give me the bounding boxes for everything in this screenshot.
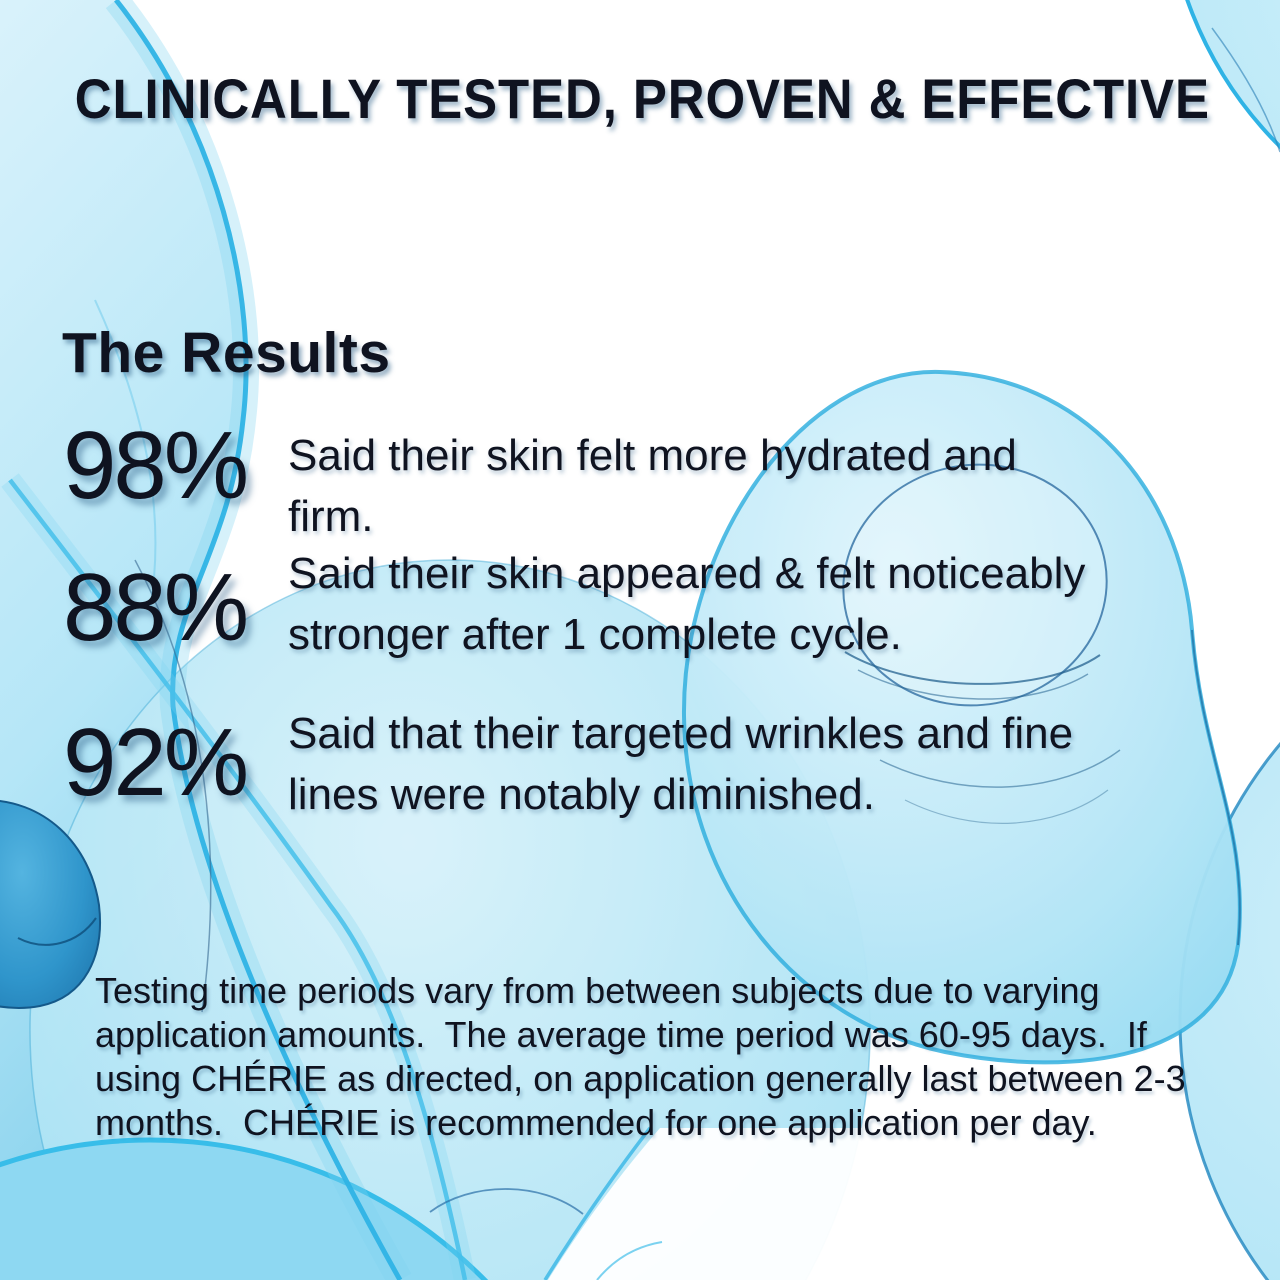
bottom-center-bubble [29,559,871,1280]
ribbon-hairline [94,299,157,611]
stat-percent: 88% [63,554,249,661]
dark-blob [0,800,101,1009]
bottom-arc-line [429,1188,584,1215]
top-right-edge-line [1211,27,1280,153]
top-right-bubble [1185,0,1280,150]
ribbon-edge [114,0,403,1280]
droplet-fold-line [857,669,1089,700]
bottom-edge-line [543,1126,652,1280]
footnote-text: Testing time periods vary from between s… [95,970,1186,1143]
stat-description: Said their skin felt more hydrated and f… [288,431,1017,541]
center-bubble-right-edge [1191,629,1241,946]
stat-percent: 98% [63,412,249,519]
droplet-wrinkle-line [904,789,1109,824]
bottom-left-bubble [0,1137,489,1280]
stat-description: Said that their targeted wrinkles and fi… [288,709,1074,819]
droplet-fold-line [844,651,1101,685]
inner-droplet [842,463,1108,707]
bottom-white-gap [548,1128,1190,1280]
droplet-wrinkle-line [879,749,1121,788]
stat-description: Said their skin appeared & felt noticeab… [288,549,1086,659]
navy-hairline [134,559,212,1013]
results-heading: The Results [62,321,391,385]
page-title: CLINICALLY TESTED, PROVEN & EFFECTIVE [74,67,1210,130]
stat-percent: 92% [63,709,249,816]
bottom-arc-line [596,1241,663,1280]
dark-blob-line [17,917,97,946]
ribbon-edge [8,478,468,1280]
